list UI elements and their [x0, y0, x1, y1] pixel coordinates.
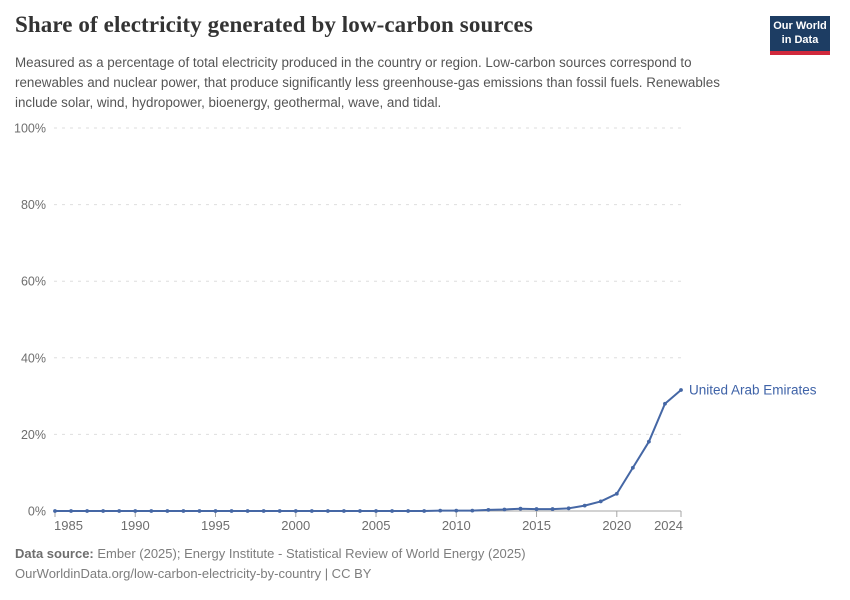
data-point-1998[interactable]: [261, 509, 266, 513]
data-point-1992[interactable]: [165, 509, 170, 513]
data-point-2009[interactable]: [438, 508, 443, 513]
data-point-1999[interactable]: [277, 509, 282, 513]
data-point-2024[interactable]: [679, 388, 683, 392]
series-line[interactable]: [54, 388, 682, 512]
data-point-2013[interactable]: [502, 507, 507, 512]
data-point-1986[interactable]: [69, 509, 73, 513]
data-point-2015[interactable]: [534, 507, 539, 511]
data-point-2001[interactable]: [309, 509, 314, 513]
data-point-2006[interactable]: [390, 509, 394, 513]
data-point-1989[interactable]: [117, 509, 122, 513]
data-point-1991[interactable]: [149, 509, 154, 513]
chart-subtitle: Measured as a percentage of total electr…: [15, 55, 720, 110]
data-point-1994[interactable]: [197, 509, 202, 513]
data-point-2011[interactable]: [470, 508, 475, 513]
page-title: Share of electricity generated by low-ca…: [15, 12, 533, 37]
data-source-text: Ember (2025); Energy Institute - Statist…: [93, 546, 526, 561]
y-tick-label-100: 100%: [14, 122, 46, 136]
data-point-2016[interactable]: [550, 507, 555, 511]
data-point-1985[interactable]: [53, 509, 57, 513]
data-point-2014[interactable]: [518, 506, 523, 511]
data-source-line: Data source: Ember (2025); Energy Instit…: [15, 544, 815, 564]
x-tick-label-2020: 2020: [602, 518, 631, 533]
data-point-2021[interactable]: [630, 465, 635, 470]
data-point-2017[interactable]: [566, 506, 571, 511]
chart-area[interactable]: 0% 20% 40% 60% 80% 100% 1985 1990 1995 2000 2005 20…: [0, 115, 850, 545]
x-tick-label-1985: 1985: [54, 518, 83, 533]
owid-logo-line1: Our World: [773, 20, 827, 32]
x-tick-label-2015: 2015: [522, 518, 551, 533]
license-line[interactable]: OurWorldinData.org/low-carbon-electricit…: [15, 566, 372, 581]
chart-footer: Data source: Ember (2025); Energy Instit…: [15, 544, 815, 584]
x-tick-label-2024: 2024: [654, 518, 683, 533]
x-tick-label-2010: 2010: [442, 518, 471, 533]
data-point-2008[interactable]: [422, 509, 427, 513]
data-point-2007[interactable]: [406, 509, 411, 513]
data-point-2012[interactable]: [486, 507, 491, 512]
data-point-2022[interactable]: [646, 439, 651, 444]
data-point-1997[interactable]: [245, 509, 250, 513]
chart-canvas[interactable]: 0% 20% 40% 60% 80% 100% 1985 1990 1995 2000 2005 20…: [0, 115, 850, 545]
data-point-1987[interactable]: [85, 509, 90, 513]
x-tick-label-1995: 1995: [201, 518, 230, 533]
y-tick-label-20: 20%: [21, 428, 46, 442]
data-point-2003[interactable]: [342, 509, 346, 513]
x-tick-label-1990: 1990: [121, 518, 150, 533]
data-point-2019[interactable]: [598, 499, 603, 504]
data-point-2020[interactable]: [614, 491, 619, 496]
data-point-1996[interactable]: [229, 509, 234, 513]
data-point-1993[interactable]: [181, 509, 186, 513]
y-tick-label-0: 0%: [28, 505, 46, 519]
data-point-2004[interactable]: [358, 509, 362, 513]
data-point-2002[interactable]: [325, 509, 330, 513]
data-point-2023[interactable]: [663, 401, 667, 406]
owid-logo-line2: in Data: [781, 33, 819, 46]
data-point-1995[interactable]: [213, 509, 218, 513]
y-tick-label-60: 60%: [21, 275, 46, 289]
y-tick-label-40: 40%: [21, 351, 46, 365]
x-tick-label-2000: 2000: [281, 518, 310, 533]
data-point-2005[interactable]: [374, 509, 378, 513]
entity-label[interactable]: United Arab Emirates: [689, 382, 817, 397]
data-point-1988[interactable]: [101, 509, 106, 513]
x-tick-label-2005: 2005: [362, 518, 391, 533]
data-point-1990[interactable]: [133, 509, 138, 513]
data-point-2010[interactable]: [454, 508, 459, 513]
data-source-label: Data source:: [15, 546, 94, 561]
owid-logo[interactable]: Our World in Data: [770, 16, 830, 55]
data-point-2000[interactable]: [293, 509, 298, 513]
data-point-2018[interactable]: [582, 503, 587, 508]
y-tick-label-80: 80%: [21, 198, 46, 212]
